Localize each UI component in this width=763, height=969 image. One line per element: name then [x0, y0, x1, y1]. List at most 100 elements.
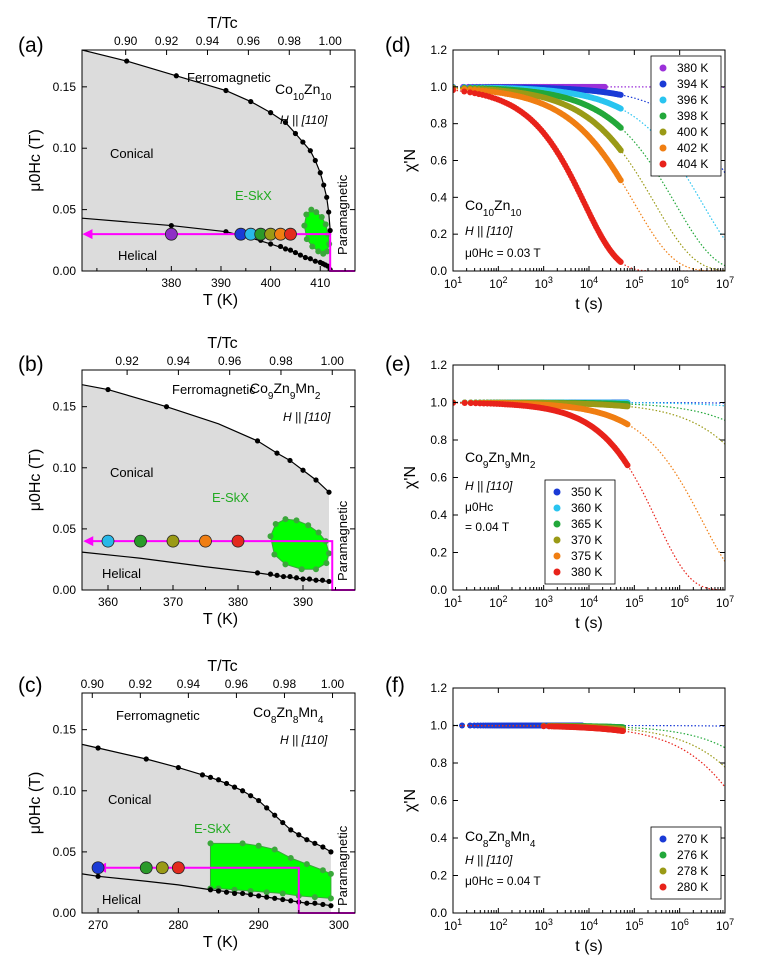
field-direction: H || [110]	[465, 853, 513, 867]
y-axis-label: χ'N	[402, 789, 419, 812]
y-axis-label: χ'N	[402, 466, 419, 489]
legend-marker	[659, 835, 667, 843]
data-point	[453, 87, 456, 94]
data-point	[472, 400, 479, 407]
y-tick-label: 0.2	[430, 869, 447, 883]
legend-label: 396 K	[677, 93, 708, 107]
legend-label: 380 K	[677, 61, 708, 75]
paramagnetic-label: Paramagnetic	[335, 500, 350, 581]
upper-boundary-point	[272, 812, 278, 818]
x-tick-base: 10	[716, 919, 730, 933]
skx-point	[309, 243, 316, 250]
x-tick-exponent: 6	[684, 917, 689, 927]
x-tick-label: 105	[625, 917, 643, 933]
x-tick-label: 105	[625, 275, 643, 291]
conical-region	[82, 50, 331, 270]
compound-formula-part: 2	[315, 391, 321, 402]
y-axis-label: χ'N	[402, 149, 419, 172]
upper-boundary-point	[248, 98, 254, 105]
legend-marker	[659, 851, 667, 859]
upper-boundary-point	[300, 139, 306, 145]
x-tick-label: 390	[293, 595, 313, 609]
top-tick-label: 0.94	[167, 354, 191, 368]
y-axis-label: μ0Hc (T)	[27, 772, 44, 835]
skx-point	[279, 890, 286, 897]
lower-boundary-point	[292, 249, 299, 256]
x-tick-base: 10	[580, 596, 594, 610]
y-tick-label: 0.15	[53, 80, 77, 94]
x-tick-label: 106	[670, 594, 688, 610]
upper-boundary-point	[256, 797, 262, 804]
compound-formula: Co9Zn9Mn2	[250, 380, 321, 402]
skx-point	[315, 529, 322, 536]
lower-boundary-point	[328, 903, 334, 909]
y-tick-label: 1.2	[430, 358, 447, 372]
upper-boundary-point	[280, 819, 286, 826]
y-tick-label: 1.2	[430, 681, 447, 695]
helical-region	[82, 552, 329, 590]
upper-boundary-point	[231, 784, 238, 790]
x-tick-base: 10	[670, 596, 684, 610]
phase-diagram-1: 360 370 380 390 0.00 0.05 0.10 0.15 0.92 0.94 0.96…	[18, 335, 356, 628]
compound-formula-part: 8	[271, 715, 277, 726]
compound-formula-part: 10	[510, 208, 522, 219]
upper-boundary-point	[175, 764, 181, 771]
lower-boundary-point	[264, 894, 270, 900]
x-tick-label: 380	[161, 276, 181, 290]
x-tick-label: 102	[489, 275, 507, 291]
skx-point	[239, 840, 246, 847]
compound-formula-part: Mn	[295, 380, 314, 396]
x-tick-label: 280	[168, 918, 188, 932]
data-point	[617, 91, 624, 98]
x-tick-exponent: 6	[684, 275, 689, 285]
legend-marker	[553, 536, 561, 544]
x-tick-label: 101	[444, 275, 462, 291]
data-point	[624, 403, 631, 410]
upper-boundary-point	[288, 827, 294, 833]
legend-label: 360 K	[571, 501, 602, 515]
lower-boundary-point	[288, 898, 294, 904]
skx-point	[320, 250, 327, 257]
measurement-point	[139, 861, 153, 875]
compound-formula: Co10Zn10	[465, 197, 522, 219]
x-axis-label: t (s)	[575, 615, 603, 632]
x-tick-label: 106	[670, 917, 688, 933]
skx-point	[313, 209, 320, 216]
upper-boundary-point	[268, 110, 274, 116]
lower-boundary-point	[325, 263, 331, 269]
compound-formula-part: Zn	[276, 704, 292, 720]
x-tick-label: 390	[211, 276, 231, 290]
relaxation-plot-2: 101 102 103 104 105 106 1070.00.20.40.60.81.01…	[385, 674, 734, 955]
x-tick-label: 300	[329, 918, 349, 932]
top-tick-label: 0.98	[278, 34, 302, 48]
lower-boundary-point	[248, 892, 254, 898]
y-tick-label: 0.2	[430, 546, 447, 560]
skx-point	[231, 886, 238, 893]
y-tick-label: 0.15	[53, 723, 77, 737]
top-axis-label-part: T/Tc	[207, 15, 237, 32]
skx-point	[282, 561, 289, 568]
compound-formula-part: Co	[465, 197, 483, 213]
lower-boundary-point	[280, 573, 287, 580]
legend-marker	[553, 488, 561, 496]
top-axis-label: T/Tc	[207, 658, 237, 675]
skx-point	[267, 533, 274, 540]
lower-boundary-point	[256, 893, 262, 899]
compound-formula-part: Co	[275, 81, 293, 97]
compound-formula: Co9Zn9Mn2	[465, 449, 536, 471]
plot-area	[453, 399, 725, 590]
legend-label: 365 K	[571, 517, 602, 531]
plot-area	[82, 384, 332, 590]
conical-label: Conical	[110, 465, 153, 480]
plot-area	[453, 83, 725, 271]
skx-point	[303, 861, 310, 868]
legend-marker	[659, 144, 667, 152]
data-point	[467, 400, 474, 407]
top-axis-label: T/Tc	[207, 15, 237, 32]
x-axis-label: t (s)	[575, 938, 603, 955]
y-tick-label: 0.6	[430, 794, 447, 808]
x-tick-exponent: 4	[593, 275, 598, 285]
helical-label: Helical	[102, 566, 141, 581]
x-tick-label: 107	[716, 594, 734, 610]
upper-boundary-point	[312, 157, 318, 164]
